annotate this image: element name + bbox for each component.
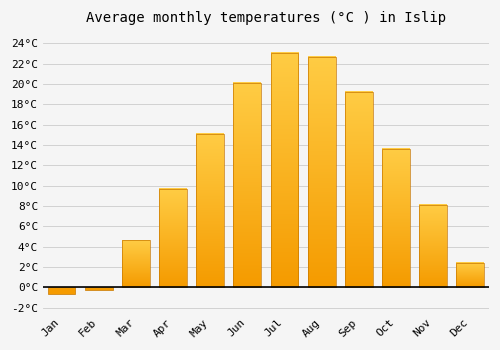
Bar — [234, 83, 262, 287]
Bar — [48, 287, 76, 294]
Title: Average monthly temperatures (°C ) in Islip: Average monthly temperatures (°C ) in Is… — [86, 11, 446, 25]
Bar — [122, 240, 150, 287]
Bar — [196, 134, 224, 287]
Bar — [345, 92, 373, 287]
Bar — [85, 287, 112, 290]
Bar — [270, 52, 298, 287]
Bar — [419, 205, 447, 287]
Bar — [456, 263, 484, 287]
Bar — [159, 189, 187, 287]
Bar — [308, 57, 336, 287]
Bar — [382, 149, 410, 287]
